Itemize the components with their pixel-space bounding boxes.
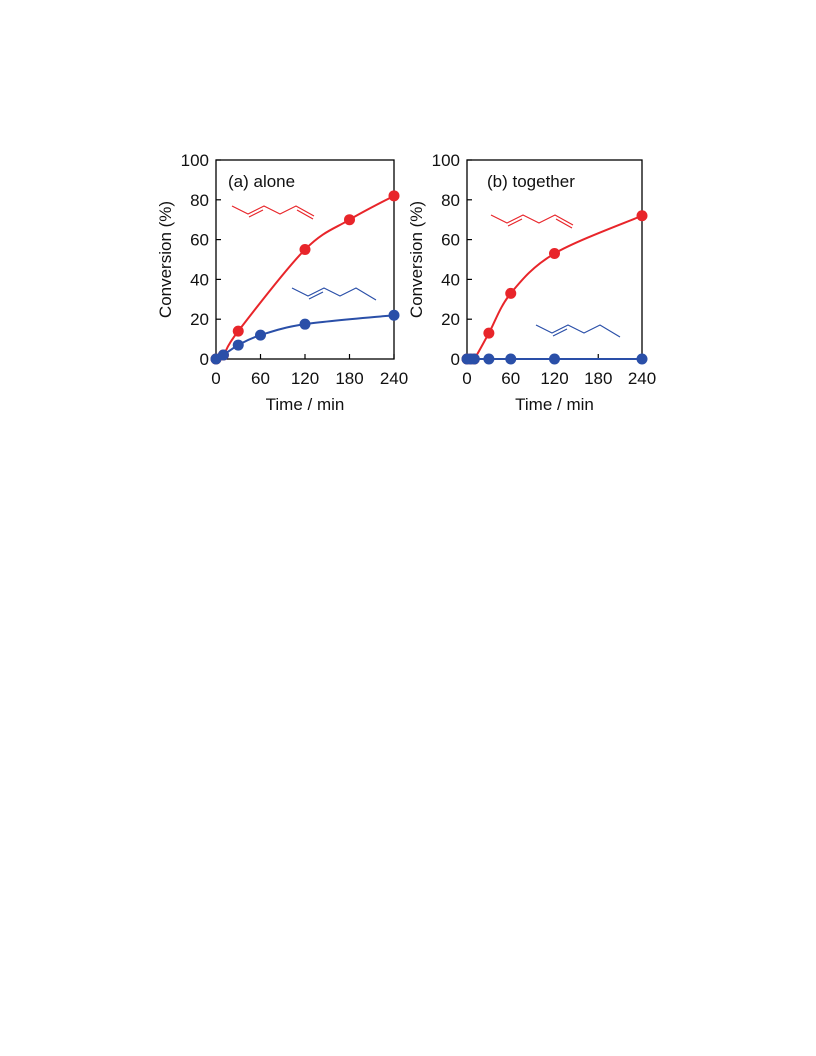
data-point xyxy=(217,349,229,361)
y-tick-label: 20 xyxy=(441,310,460,329)
double-bond-line xyxy=(248,209,264,218)
x-tick-label: 120 xyxy=(291,369,319,388)
diene-structure-icon xyxy=(490,214,574,229)
data-point xyxy=(232,339,244,351)
data-point xyxy=(299,244,311,256)
y-axis-label: Conversion (%) xyxy=(407,201,426,318)
panel-label: (a) alone xyxy=(228,172,295,191)
chain-bond xyxy=(291,287,377,301)
chain-bond xyxy=(490,214,574,226)
y-tick-label: 100 xyxy=(432,151,460,170)
data-point xyxy=(388,309,400,321)
chain-bond xyxy=(535,324,621,338)
data-point xyxy=(255,329,266,341)
data-point xyxy=(549,248,560,260)
x-tick-label: 60 xyxy=(251,369,270,388)
diene-structure-icon xyxy=(231,205,315,220)
x-tick-label: 240 xyxy=(628,369,656,388)
double-bond-line xyxy=(296,209,314,220)
y-tick-label: 40 xyxy=(441,270,460,289)
data-point xyxy=(636,210,648,222)
y-tick-label: 80 xyxy=(190,191,209,210)
y-axis-label: Conversion (%) xyxy=(156,201,175,318)
x-axis-label: Time / min xyxy=(266,395,345,414)
data-point xyxy=(636,353,648,365)
double-bond-line xyxy=(555,218,573,229)
y-tick-label: 60 xyxy=(441,231,460,250)
chart-panel-b: 0 20 40 60 80 100 0 60 120 180 240 Time / min Conver… xyxy=(407,151,656,414)
data-point xyxy=(483,353,495,365)
double-bond-line xyxy=(308,291,324,300)
data-point xyxy=(299,318,311,330)
y-tick-label: 80 xyxy=(441,191,460,210)
x-tick-label: 120 xyxy=(540,369,568,388)
series-line xyxy=(467,214,643,362)
data-point xyxy=(232,325,244,337)
y-tick-label: 20 xyxy=(190,310,209,329)
panel-label: (b) together xyxy=(487,172,575,191)
y-tick-label: 100 xyxy=(181,151,209,170)
chain-bond xyxy=(231,205,315,217)
alkene-structure-icon xyxy=(291,287,377,301)
y-tick-label: 0 xyxy=(200,350,209,369)
data-point xyxy=(388,190,400,202)
x-tick-label: 180 xyxy=(584,369,612,388)
y-tick-label: 60 xyxy=(190,231,209,250)
chart-panel-a: 0 20 40 60 80 100 0 60 120 180 240 Time / min Conver… xyxy=(156,151,408,414)
data-point xyxy=(505,353,517,365)
series-line xyxy=(215,194,395,360)
data-point xyxy=(344,214,355,226)
alkene-structure-icon xyxy=(535,324,621,338)
double-bond-line xyxy=(507,218,523,227)
x-tick-label: 0 xyxy=(462,369,471,388)
data-point xyxy=(549,353,560,365)
data-point xyxy=(483,327,495,339)
data-point xyxy=(505,287,517,299)
x-tick-label: 180 xyxy=(335,369,363,388)
y-tick-label: 40 xyxy=(190,270,209,289)
data-point xyxy=(468,353,480,365)
x-tick-label: 0 xyxy=(211,369,220,388)
double-bond-line xyxy=(552,328,568,337)
x-tick-label: 60 xyxy=(501,369,520,388)
y-tick-label: 0 xyxy=(451,350,460,369)
x-axis-label: Time / min xyxy=(515,395,594,414)
x-tick-label: 240 xyxy=(380,369,408,388)
